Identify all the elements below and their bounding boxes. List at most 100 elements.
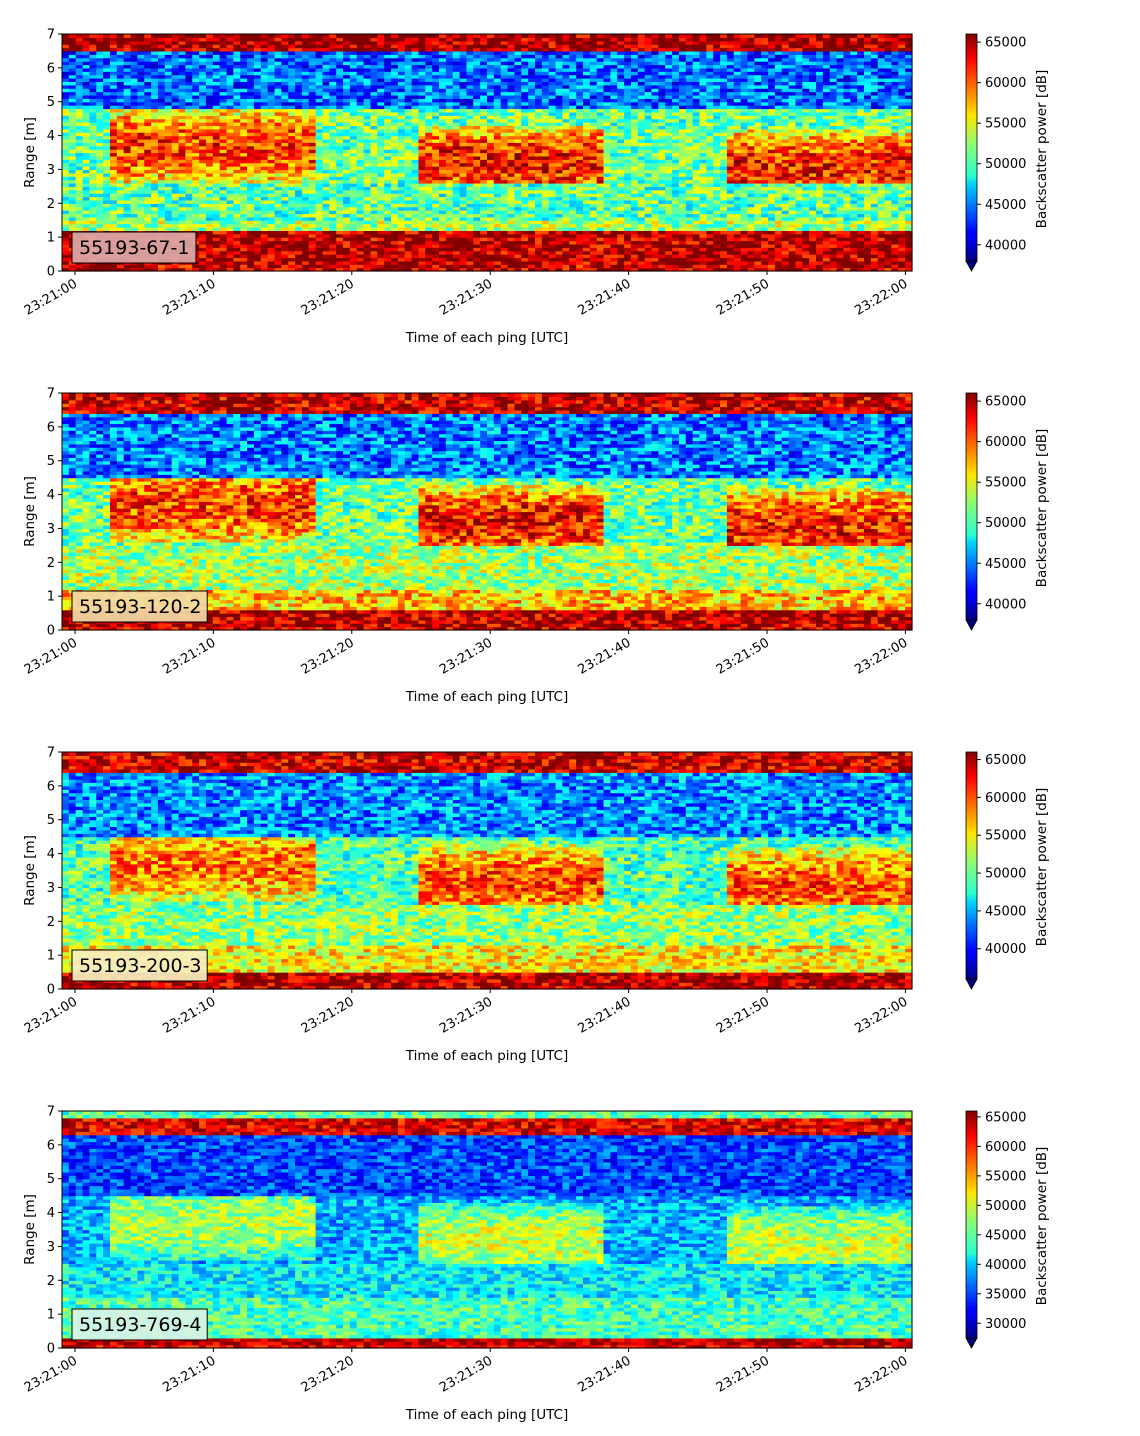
heatmap-cell bbox=[308, 216, 317, 221]
heatmap-cell bbox=[233, 44, 241, 49]
heatmap-cell bbox=[157, 67, 166, 72]
heatmap-cell bbox=[103, 54, 111, 59]
heatmap-cell bbox=[247, 264, 255, 269]
heatmap-cell bbox=[219, 189, 228, 194]
heatmap-cell bbox=[164, 220, 173, 225]
heatmap-cell bbox=[192, 152, 200, 157]
heatmap-cell bbox=[144, 223, 152, 228]
heatmap-cell bbox=[329, 196, 337, 201]
heatmap-cell bbox=[137, 84, 145, 89]
heatmap-cell bbox=[219, 149, 228, 154]
heatmap-cell bbox=[103, 91, 111, 96]
heatmap-cell bbox=[116, 88, 125, 93]
heatmap-cell bbox=[130, 111, 138, 116]
heatmap-cell bbox=[116, 135, 125, 140]
heatmap-cell bbox=[68, 122, 77, 127]
heatmap-cell bbox=[137, 115, 145, 120]
heatmap-cell bbox=[253, 105, 262, 110]
heatmap-cell bbox=[212, 67, 221, 72]
heatmap-cell bbox=[199, 193, 207, 198]
heatmap-cell bbox=[226, 64, 234, 69]
heatmap-cell bbox=[274, 247, 282, 252]
heatmap-cell bbox=[219, 206, 228, 211]
heatmap-cell bbox=[116, 71, 125, 76]
heatmap-cell bbox=[109, 267, 118, 272]
heatmap-cell bbox=[233, 64, 241, 69]
heatmap-cell bbox=[157, 169, 166, 174]
heatmap-cell bbox=[247, 94, 255, 99]
heatmap-cell bbox=[219, 162, 228, 167]
heatmap-cell bbox=[192, 44, 200, 49]
heatmap-cell bbox=[260, 223, 269, 228]
heatmap-cell bbox=[89, 37, 97, 42]
heatmap-cell bbox=[233, 101, 241, 106]
heatmap-cell bbox=[164, 206, 173, 211]
heatmap-cell bbox=[205, 162, 214, 167]
heatmap-cell bbox=[151, 84, 159, 89]
heatmap-cell bbox=[233, 122, 241, 127]
heatmap-cell bbox=[301, 250, 310, 255]
heatmap-cell bbox=[274, 142, 282, 147]
heatmap-cell bbox=[233, 233, 241, 238]
heatmap-cell bbox=[62, 40, 70, 45]
heatmap-cell bbox=[130, 74, 138, 79]
heatmap-cell bbox=[123, 37, 132, 42]
heatmap-cell bbox=[96, 216, 104, 221]
heatmap-cell bbox=[212, 91, 221, 96]
heatmap-cell bbox=[315, 115, 324, 120]
heatmap-cell bbox=[82, 155, 91, 160]
heatmap-cell bbox=[164, 118, 173, 123]
heatmap-cell bbox=[164, 155, 173, 160]
heatmap-cell bbox=[301, 159, 310, 164]
heatmap-cell bbox=[301, 206, 310, 211]
heatmap-cell bbox=[240, 254, 248, 259]
heatmap-cell bbox=[247, 182, 255, 187]
heatmap-cell bbox=[226, 250, 234, 255]
heatmap-cell bbox=[308, 40, 317, 45]
heatmap-cell bbox=[315, 186, 324, 191]
heatmap-cell bbox=[301, 213, 310, 218]
heatmap-cell bbox=[157, 81, 166, 86]
heatmap-cell bbox=[96, 264, 104, 269]
heatmap-cell bbox=[288, 105, 296, 110]
heatmap-cell bbox=[144, 162, 152, 167]
heatmap-cell bbox=[322, 47, 330, 52]
heatmap-cell bbox=[62, 37, 70, 42]
heatmap-cell bbox=[274, 230, 282, 235]
heatmap-cell bbox=[178, 64, 186, 69]
heatmap-cell bbox=[219, 34, 228, 38]
heatmap-cell bbox=[226, 34, 234, 38]
heatmap-cell bbox=[192, 47, 200, 52]
heatmap-cell bbox=[212, 216, 221, 221]
heatmap-cell bbox=[75, 226, 84, 231]
heatmap-cell bbox=[62, 247, 70, 252]
heatmap-cell bbox=[267, 247, 276, 252]
heatmap-cell bbox=[288, 152, 296, 157]
heatmap-cell bbox=[137, 61, 145, 66]
heatmap-cell bbox=[247, 210, 255, 215]
heatmap-cell bbox=[233, 230, 241, 235]
heatmap-cell bbox=[103, 199, 111, 204]
heatmap-cell bbox=[62, 186, 70, 191]
heatmap-cell bbox=[267, 71, 276, 76]
heatmap-cell bbox=[164, 54, 173, 59]
heatmap-cell bbox=[315, 196, 324, 201]
heatmap-cell bbox=[157, 138, 166, 143]
heatmap-cell bbox=[260, 206, 269, 211]
heatmap-cell bbox=[192, 145, 200, 150]
heatmap-cell bbox=[137, 54, 145, 59]
heatmap-cell bbox=[322, 88, 330, 93]
heatmap-cell bbox=[89, 203, 97, 208]
heatmap-cell bbox=[274, 44, 282, 49]
heatmap-cell bbox=[103, 125, 111, 130]
heatmap-cell bbox=[137, 142, 145, 147]
heatmap-cell bbox=[301, 54, 310, 59]
heatmap-cell bbox=[62, 210, 70, 215]
heatmap-cell bbox=[322, 166, 330, 171]
heatmap-cell bbox=[260, 98, 269, 103]
heatmap-cell bbox=[329, 206, 337, 211]
heatmap-cell bbox=[274, 115, 282, 120]
heatmap-cell bbox=[397, 34, 406, 38]
heatmap-cell bbox=[164, 267, 173, 272]
heatmap-cell bbox=[233, 186, 241, 191]
